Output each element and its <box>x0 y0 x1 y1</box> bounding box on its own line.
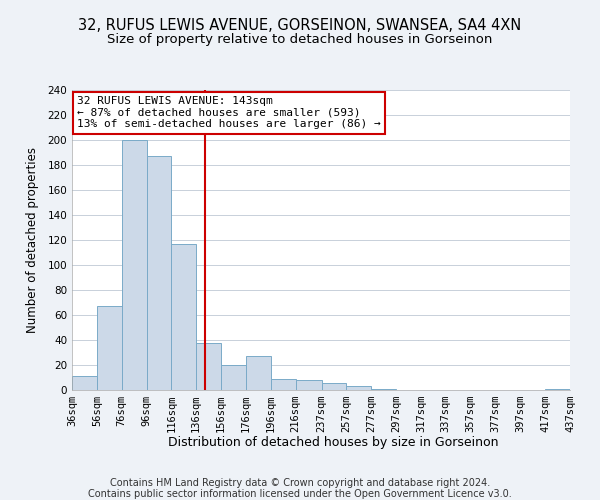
Text: Size of property relative to detached houses in Gorseinon: Size of property relative to detached ho… <box>107 32 493 46</box>
Bar <box>72 376 97 390</box>
Bar <box>196 342 221 390</box>
Bar <box>246 356 271 390</box>
Bar <box>146 156 172 390</box>
Bar <box>346 386 371 390</box>
Text: Contains HM Land Registry data © Crown copyright and database right 2024.: Contains HM Land Registry data © Crown c… <box>110 478 490 488</box>
Bar <box>371 389 396 390</box>
Bar <box>271 379 296 390</box>
Text: 32, RUFUS LEWIS AVENUE, GORSEINON, SWANSEA, SA4 4XN: 32, RUFUS LEWIS AVENUE, GORSEINON, SWANS… <box>79 18 521 32</box>
Text: Distribution of detached houses by size in Gorseinon: Distribution of detached houses by size … <box>168 436 498 449</box>
Bar <box>221 365 246 390</box>
Bar <box>296 380 322 390</box>
Bar <box>545 389 570 390</box>
Bar <box>322 382 346 390</box>
Text: Contains public sector information licensed under the Open Government Licence v3: Contains public sector information licen… <box>88 489 512 499</box>
Y-axis label: Number of detached properties: Number of detached properties <box>26 147 39 333</box>
Bar <box>172 244 196 390</box>
Bar <box>122 140 146 390</box>
Text: 32 RUFUS LEWIS AVENUE: 143sqm
← 87% of detached houses are smaller (593)
13% of : 32 RUFUS LEWIS AVENUE: 143sqm ← 87% of d… <box>77 96 381 129</box>
Bar <box>97 306 122 390</box>
